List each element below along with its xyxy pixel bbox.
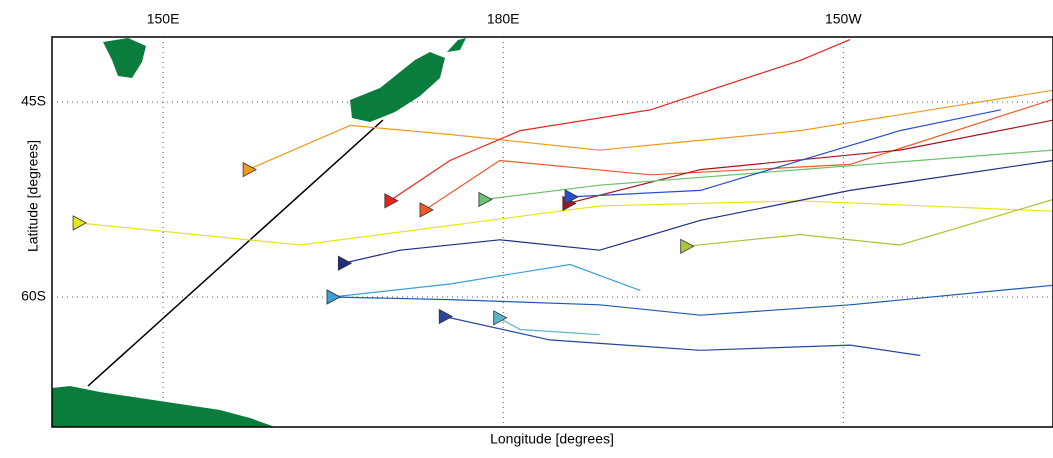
trajectory [343,159,1053,264]
new-zealand-north [447,38,466,52]
start-marker [326,289,341,305]
start-marker [242,161,257,178]
x-tick-label: 150E [147,11,180,27]
x-tick-label: 180E [487,11,520,27]
trajectory [331,284,1053,316]
y-tick-label: 45S [21,93,46,109]
start-marker [680,238,695,254]
trajectory [331,263,641,298]
antarctica [52,386,275,427]
trajectory [389,39,851,202]
trajectory [498,317,600,336]
start-marker [564,189,579,205]
y-tick-label: 60S [21,288,46,304]
new-zealand-south [350,52,445,122]
start-marker [337,255,353,271]
x-tick-label: 150W [825,11,862,27]
trajectory [685,198,1053,247]
trajectory [424,98,1053,211]
section-line [87,119,384,387]
start-marker [384,193,399,209]
trajectory [570,109,1001,198]
tasmania [103,38,146,78]
trajectory [567,119,1053,204]
land [52,38,466,427]
trajectory [483,149,1053,201]
start-marker [72,215,87,231]
plot [52,37,1053,427]
axes-frame [51,36,1053,428]
x-axis-label: Longitude [degrees] [490,431,614,447]
start-marker [493,310,508,326]
start-marker [438,308,454,325]
trajectory [444,315,921,357]
trajectory [247,89,1053,171]
y-axis-label: Latitude [degrees] [25,140,41,252]
start-marker [478,191,493,208]
start-marker [419,202,434,218]
trajectory [78,200,1053,246]
